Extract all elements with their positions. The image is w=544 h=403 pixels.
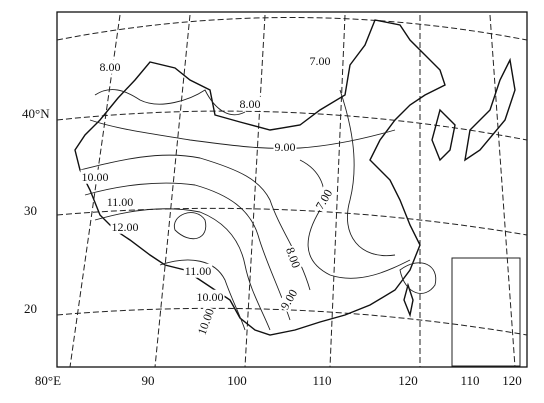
contour-line <box>159 259 246 331</box>
longitude-label: 110 <box>312 373 331 388</box>
contour-label: 8.00 <box>240 97 261 111</box>
latitude-label: 30 <box>24 203 37 218</box>
label-background <box>80 169 110 184</box>
contour-label: 11.00 <box>107 195 134 209</box>
meridian <box>329 14 346 368</box>
label-background <box>183 263 213 278</box>
japan <box>464 57 516 162</box>
longitude-label: 90 <box>142 373 155 388</box>
label-background <box>194 305 218 338</box>
parallel <box>56 110 528 141</box>
label-background <box>105 194 135 209</box>
contour-label: 12.00 <box>112 220 139 234</box>
contour-label: 10.00 <box>82 170 109 184</box>
contour-label: 11.00 <box>185 264 212 278</box>
contour-line <box>94 89 246 116</box>
meridian <box>154 14 191 368</box>
contour-line <box>339 89 396 257</box>
label-background <box>110 219 140 234</box>
contour-line <box>89 119 396 149</box>
contour-line <box>173 212 207 240</box>
taiwan <box>403 282 414 318</box>
label-background <box>195 289 225 304</box>
meridian <box>489 14 516 368</box>
label-background <box>238 96 262 111</box>
label-background <box>282 244 304 271</box>
longitude-label: 80°E <box>35 373 61 388</box>
inset-frame <box>451 257 521 367</box>
contour-label: 9.00 <box>278 287 301 312</box>
latitude-label: 40°N <box>22 106 50 121</box>
contour-line <box>299 159 411 279</box>
korea <box>431 108 456 162</box>
label-background <box>273 139 297 154</box>
parallel <box>56 307 528 336</box>
longitude-label: 120 <box>398 373 418 388</box>
latitude-label: 20 <box>24 301 37 316</box>
contour-line <box>84 182 291 321</box>
label-background <box>308 53 332 68</box>
label-background <box>312 185 336 213</box>
contours <box>79 89 437 331</box>
map-frame <box>56 11 528 368</box>
graticule <box>56 14 528 368</box>
label-background <box>277 285 301 313</box>
label-background <box>98 59 122 74</box>
contour-line <box>399 262 437 294</box>
longitude-label: 120 <box>502 373 522 388</box>
contour-label: 7.00 <box>313 187 336 212</box>
contour-label: 7.00 <box>310 54 331 68</box>
parallel <box>56 17 528 41</box>
contour-label: 8.00 <box>100 60 121 74</box>
contour-label: 10.00 <box>195 306 217 336</box>
longitude-label: 100 <box>227 373 247 388</box>
contour-line <box>94 208 271 331</box>
contour-line <box>79 154 311 291</box>
parallel <box>56 207 528 236</box>
china-outline <box>74 19 446 336</box>
longitude-label: 110 <box>460 373 479 388</box>
contour-label: 9.00 <box>275 140 296 154</box>
meridian <box>244 14 266 368</box>
contour-label: 8.00 <box>283 245 303 270</box>
contour-label: 10.00 <box>197 290 224 304</box>
